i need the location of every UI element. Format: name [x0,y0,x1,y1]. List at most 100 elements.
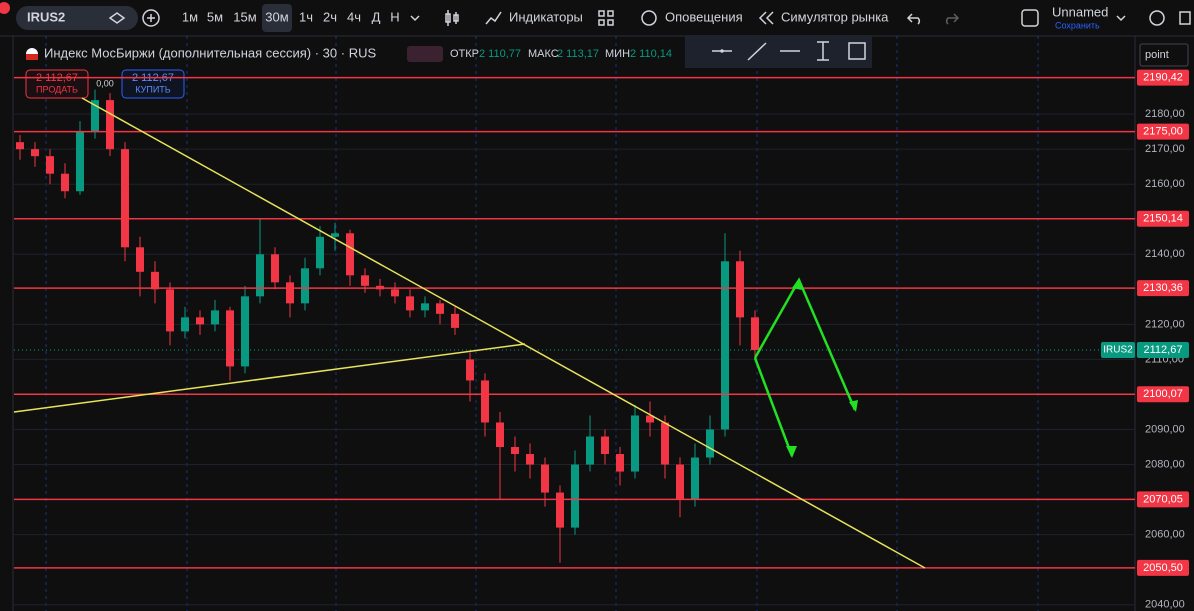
timeframes: 1м 5м 15м 30м 1ч 2ч 4ч Д Н [182,4,400,32]
quick-search[interactable] [1149,10,1165,26]
candle-body [706,429,714,458]
last-price-bg [1137,342,1189,359]
undo-button[interactable] [906,13,921,25]
candle-body [631,415,639,472]
candle-body [61,173,69,192]
candle-body [211,310,219,325]
trend-line [13,343,526,413]
candle-body [16,142,24,150]
candle-body [661,422,669,465]
candle-body [691,457,699,500]
timeframe[interactable]: Д [372,9,381,24]
timeframe[interactable]: 1м [182,9,198,24]
alerts-button[interactable]: Оповещения [665,9,743,24]
candle-body [526,454,534,465]
level-label: 2050,50 [1143,562,1183,574]
point-input[interactable] [1139,43,1189,67]
candle-body [736,261,744,318]
candle-body [361,275,369,286]
level-label-bg [1137,123,1189,140]
y-tick-label: 2040,00 [1145,599,1185,611]
candle-body [181,317,189,332]
level-label: 2130,36 [1143,282,1183,294]
high-value: 2 113,17 [557,48,599,60]
save-label[interactable]: Сохранить [1055,20,1100,30]
compare-icon [147,14,155,22]
candle-body [751,317,759,351]
level-label: 2190,42 [1143,72,1183,84]
candle-body [226,310,234,367]
candle-body [721,261,729,430]
candle-body [406,296,414,311]
chart-type-button[interactable] [445,10,459,26]
candle-body [571,464,579,528]
legend-title: Индекс МосБиржи (дополнительная сессия) … [44,45,376,60]
candle-body [136,247,144,272]
candle-body [106,100,114,150]
timeframe[interactable]: 5м [207,9,223,24]
point-text[interactable]: point [1145,49,1169,61]
candle-body [196,317,204,325]
level-label-bg [1137,210,1189,227]
level-label-bg [1137,69,1189,86]
templates-button[interactable] [598,10,614,26]
redo-button[interactable] [945,13,960,25]
chart-area [0,36,1194,611]
buy-label[interactable]: КУПИТЬ [135,84,170,94]
candle-body [421,303,429,311]
drawing-tools[interactable] [712,41,866,61]
candle-body [436,303,444,314]
level-label-bg [1137,559,1189,576]
candle-body [256,254,264,297]
badge [0,2,10,14]
candle-body [91,100,99,132]
timeframe[interactable]: 2ч [323,9,337,24]
timeframe[interactable]: Н [390,9,399,24]
high-label: МАКС [528,48,559,60]
candle-body [556,492,564,528]
timeframe[interactable]: 4ч [347,9,361,24]
symbol[interactable]: IRUS2 [27,9,65,24]
level-label: 2070,05 [1143,493,1183,505]
level-label-bg [1137,491,1189,508]
layout-dropdown[interactable] [1116,15,1126,22]
timeframe[interactable]: 1ч [299,9,313,24]
candle-body [331,233,339,237]
active-timeframe-bg [262,4,292,32]
candle-body [511,447,519,455]
low-label: МИН [605,48,630,60]
trend-line [81,97,926,569]
legend-toggle[interactable] [407,46,443,62]
candle-body [616,454,624,472]
replay-icon [758,11,774,25]
timeframe[interactable]: 30м [265,9,288,24]
sell-label[interactable]: ПРОДАТЬ [36,84,78,94]
candle-body [121,149,129,248]
y-tick-label: 2180,00 [1145,108,1185,120]
open-label: ОТКР [450,48,479,60]
last-symbol-bg [1101,342,1135,359]
symbol-box[interactable] [16,6,138,30]
candle-body [586,436,594,465]
layout-checkbox[interactable] [1021,9,1039,27]
tf-dropdown[interactable] [410,15,420,22]
candle-body [316,236,324,269]
flag-red [26,54,38,60]
level-label-bg [1137,386,1189,403]
layout-name[interactable]: Unnamed [1052,4,1108,19]
level-label: 2175,00 [1143,126,1183,138]
last-price-label: 2112,67 [1144,344,1183,356]
low-value: 2 110,14 [630,48,672,60]
compare-button[interactable] [142,9,160,27]
indicators-button[interactable]: Индикаторы [509,9,583,24]
settings-button[interactable] [1179,11,1191,25]
y-tick-label: 2170,00 [1145,143,1185,155]
spread: 0,00 [96,78,114,88]
candle-body [76,131,84,192]
indicators-icon [485,11,502,25]
plot: 2040,002060,002080,002090,002110,002120,… [14,69,1189,611]
replay-button[interactable]: Симулятор рынка [781,9,889,24]
y-tick-label: 2060,00 [1145,529,1185,541]
timeframe[interactable]: 15м [233,9,256,24]
